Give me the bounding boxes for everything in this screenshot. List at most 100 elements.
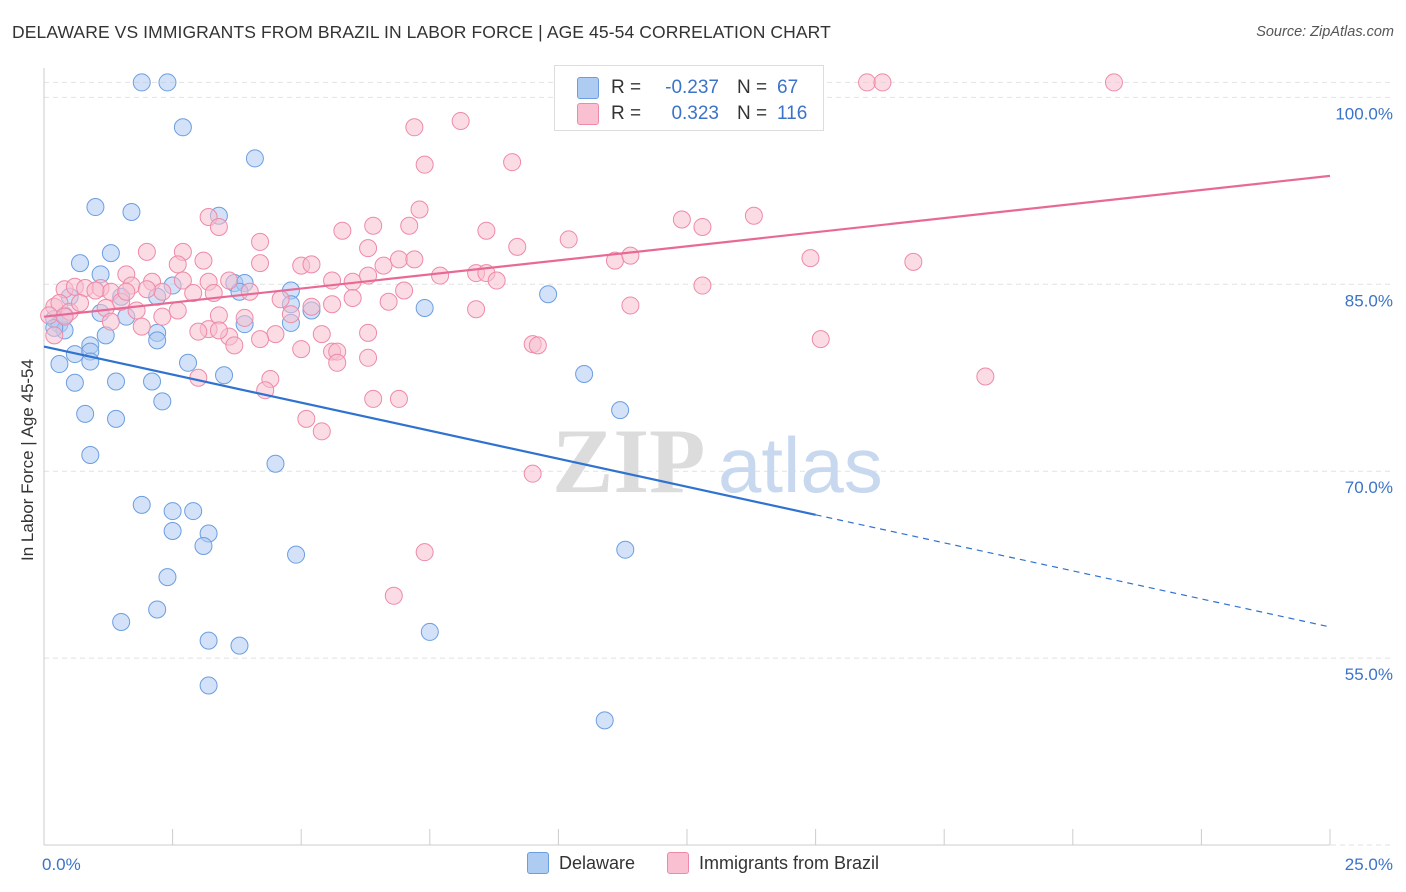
brazil-point	[976, 367, 995, 386]
delaware-point	[71, 254, 90, 273]
brazil-point	[127, 301, 146, 320]
brazil-point	[400, 216, 419, 235]
delaware-point	[86, 198, 105, 217]
series-delaware	[45, 73, 635, 730]
brazil-point	[559, 230, 578, 249]
brazil-point	[137, 280, 156, 299]
delaware-point	[595, 711, 614, 730]
brazil-point	[292, 340, 311, 359]
delaware-point	[266, 454, 285, 473]
legend-label-delaware: Delaware	[558, 852, 635, 873]
stats-legend: R = -0.237 N = 67 R = 0.323 N = 116	[554, 65, 824, 131]
y-tick-label: 85.0%	[1345, 291, 1393, 310]
brazil-point	[487, 271, 506, 290]
brazil-point	[359, 348, 378, 367]
brazil-point	[184, 284, 203, 303]
brazil-point	[364, 389, 383, 408]
watermark-zip: ZIP	[552, 410, 705, 512]
brazil-point	[858, 73, 877, 92]
brazil-point	[333, 221, 352, 240]
delaware-point	[616, 540, 635, 559]
delaware-point	[179, 353, 198, 372]
legend-r-value-delaware: -0.237	[665, 77, 719, 98]
legend-row-brazil: R = 0.323 N = 116	[577, 102, 807, 126]
delaware-point	[199, 631, 218, 650]
brazil-point	[359, 239, 378, 258]
legend-r-label: R =	[611, 103, 642, 124]
legend-r-value-brazil: 0.323	[671, 103, 719, 124]
brazil-point	[523, 464, 542, 483]
brazil-point	[297, 409, 316, 428]
brazil-point	[744, 206, 763, 225]
brazil-point	[168, 301, 187, 320]
brazil-point	[672, 210, 691, 229]
delaware-point	[122, 203, 141, 222]
legend-n-label: N =	[737, 77, 768, 98]
legend-swatch-brazil	[577, 103, 599, 125]
brazil-point	[168, 255, 187, 274]
brazil-point	[55, 307, 74, 326]
brazil-point	[873, 73, 892, 92]
brazil-point	[410, 200, 429, 219]
delaware-trend-line	[43, 345, 816, 516]
brazil-point	[389, 389, 408, 408]
brazil-point	[328, 353, 347, 372]
delaware-point	[199, 676, 218, 695]
brazil-point	[225, 336, 244, 355]
legend-item-delaware[interactable]: Delaware	[526, 852, 635, 874]
brazil-point	[251, 330, 270, 349]
data-points	[40, 73, 1123, 730]
brazil-point	[117, 282, 136, 301]
brazil-point	[467, 300, 486, 319]
delaware-point	[215, 366, 234, 385]
brazil-point	[1104, 73, 1123, 92]
x-tick-label: 25.0%	[1345, 855, 1393, 874]
brazil-point	[312, 325, 331, 344]
delaware-point	[415, 298, 434, 317]
legend-swatch-delaware	[577, 77, 599, 99]
brazil-point	[271, 290, 290, 309]
brazil-point	[904, 252, 923, 271]
brazil-point	[189, 322, 208, 341]
delaware-point	[194, 536, 213, 555]
brazil-point	[281, 305, 300, 324]
delaware-point	[539, 285, 558, 304]
brazil-point	[173, 271, 192, 290]
delaware-point	[184, 502, 203, 521]
brazil-point	[621, 246, 640, 265]
delaware-point	[148, 600, 167, 619]
brazil-point	[405, 250, 424, 269]
x-tick-label: 0.0%	[42, 855, 81, 874]
brazil-point	[251, 254, 270, 273]
legend-item-brazil[interactable]: Immigrants from Brazil	[667, 852, 879, 874]
delaware-point	[143, 372, 162, 391]
watermark-atlas: atlas	[718, 421, 883, 509]
brazil-point	[693, 276, 712, 295]
brazil-point	[209, 217, 228, 236]
brazil-point	[359, 323, 378, 342]
delaware-point	[101, 244, 120, 263]
brazil-point	[405, 118, 424, 137]
brazil-point	[811, 330, 830, 349]
delaware-point	[230, 636, 249, 655]
brazil-point	[621, 296, 640, 315]
brazil-point	[312, 422, 331, 441]
brazil-point	[389, 250, 408, 269]
brazil-point	[220, 271, 239, 290]
brazil-point	[379, 292, 398, 311]
delaware-point	[132, 495, 151, 514]
brazil-point	[251, 232, 270, 251]
brazil-point	[45, 326, 64, 345]
brazil-point	[415, 543, 434, 562]
y-tick-label: 100.0%	[1335, 104, 1393, 123]
brazil-point	[451, 112, 470, 131]
brazil-point	[266, 325, 285, 344]
brazil-point	[153, 282, 172, 301]
brazil-point	[384, 586, 403, 605]
delaware-point	[245, 149, 264, 168]
brazil-point	[101, 312, 120, 331]
source-label: Source: ZipAtlas.com	[1256, 24, 1394, 40]
delaware-point	[158, 73, 177, 92]
delaware-point	[611, 401, 630, 420]
